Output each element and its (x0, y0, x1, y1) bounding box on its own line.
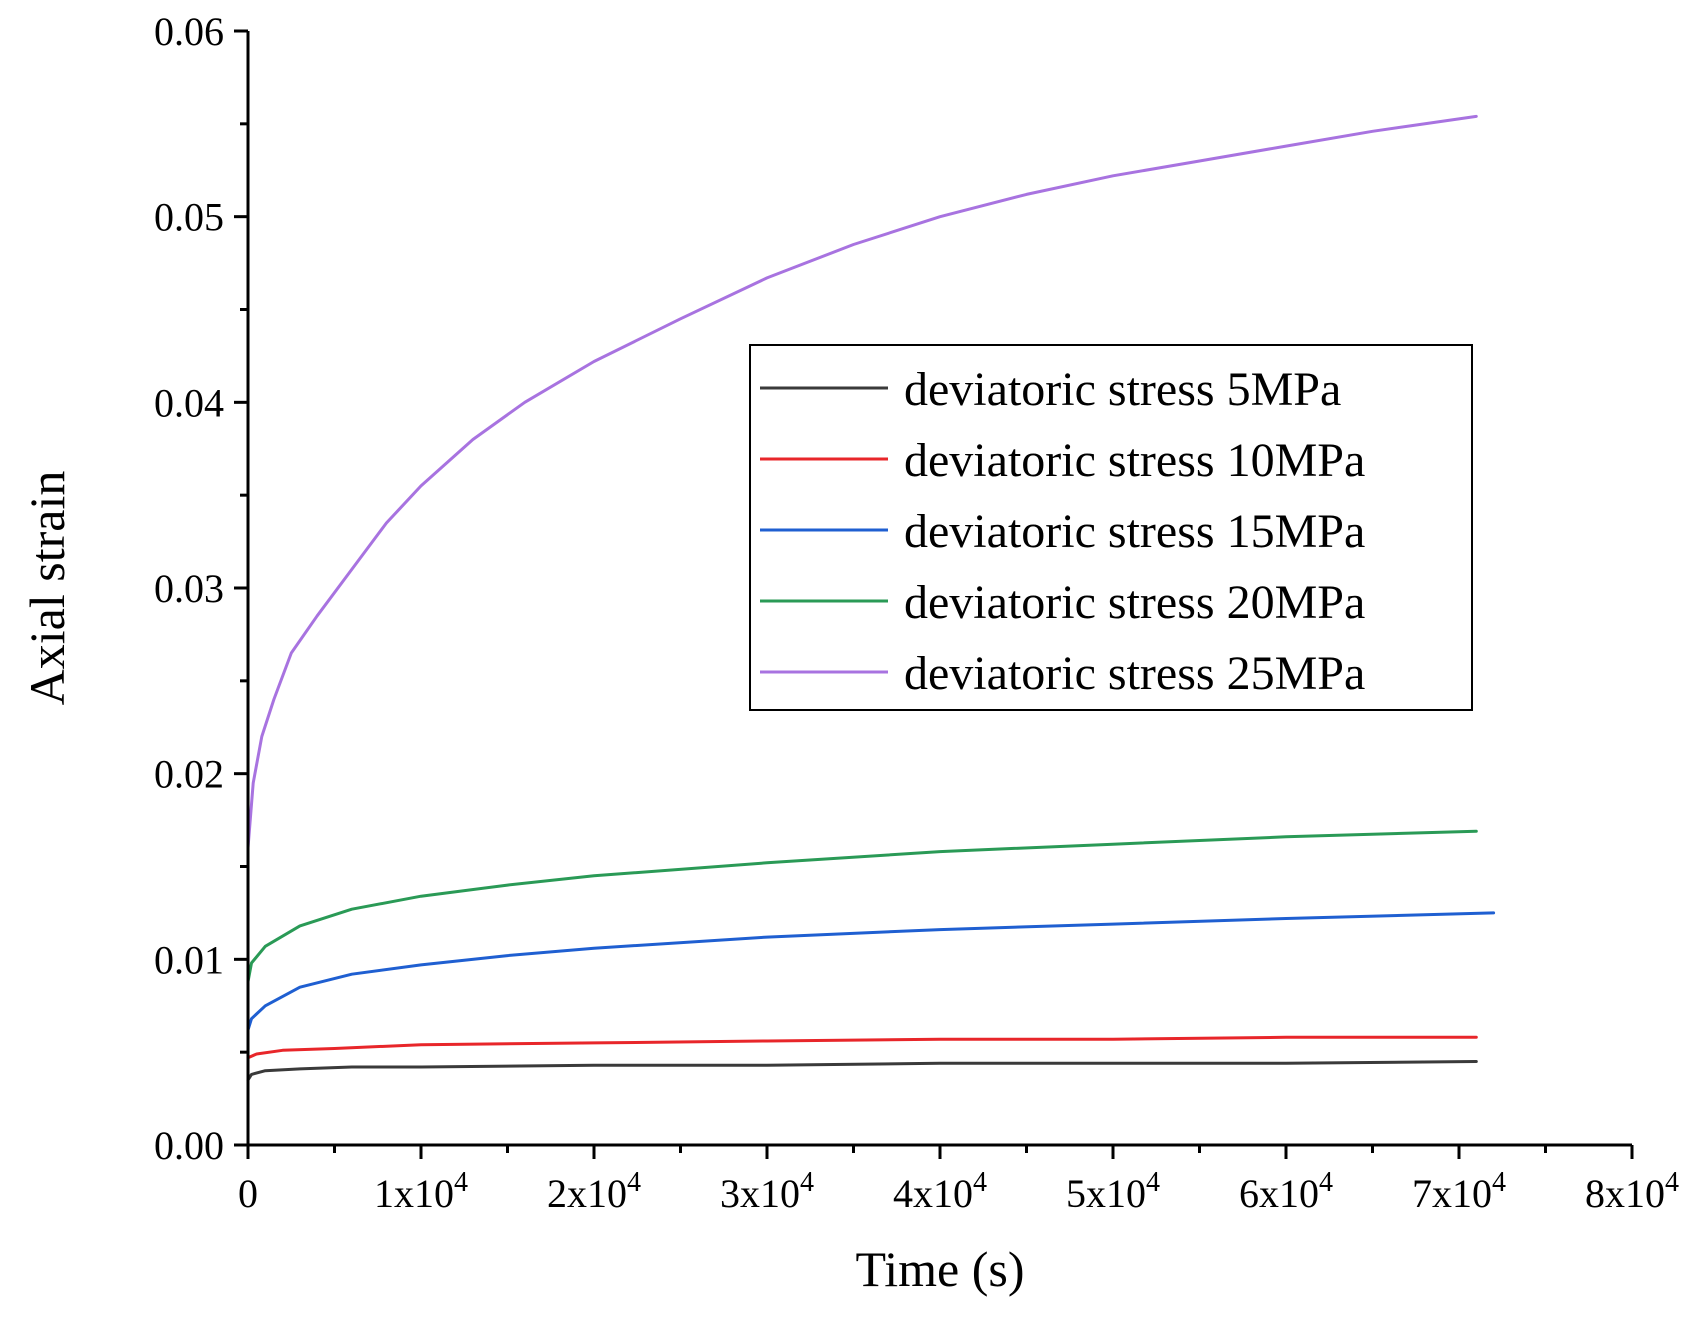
y-tick-label: 0.05 (154, 195, 224, 240)
y-tick-label: 0.03 (154, 566, 224, 611)
axes-layer: 0.00 0.01 0.02 0.03 0.04 0.05 0.06 0 1x104 2x104 3… (19, 9, 1679, 1297)
legend-label-2: deviatoric stress 10MPa (904, 434, 1365, 487)
series-line-1 (246, 1060, 1478, 1082)
y-tick-label: 0.06 (154, 9, 224, 54)
y-tick-label: 0.01 (154, 937, 224, 982)
x-tick-label: 0 (238, 1171, 258, 1216)
series-line-2 (246, 1035, 1478, 1060)
y-tick-label: 0.00 (154, 1123, 224, 1168)
x-tick-label: 4x104 (893, 1167, 987, 1216)
y-tick-label: 0.04 (154, 380, 224, 425)
series-line-3 (246, 911, 1496, 1032)
x-tick-label: 8x104 (1585, 1167, 1679, 1216)
legend-frame (749, 344, 1473, 711)
x-tick-label: 3x104 (720, 1167, 814, 1216)
legend-label-3: deviatoric stress 15MPa (904, 505, 1365, 558)
x-axis-title: Time (s) (855, 1241, 1024, 1297)
x-tick-label: 5x104 (1066, 1167, 1160, 1216)
series-line-4 (246, 829, 1478, 984)
series-line-5 (246, 114, 1478, 850)
x-tick-label: 2x104 (547, 1167, 641, 1216)
y-axis-title: Axial strain (19, 471, 75, 706)
x-tick-label: 6x104 (1239, 1167, 1333, 1216)
legend-label-1: deviatoric stress 5MPa (904, 363, 1341, 416)
legend: deviatoric stress 5MPa deviatoric stress … (749, 344, 1473, 711)
x-tick-label: 7x104 (1412, 1167, 1506, 1216)
series-layer (246, 114, 1496, 1082)
legend-label-4: deviatoric stress 20MPa (904, 576, 1365, 629)
x-tick-label: 1x104 (374, 1167, 468, 1216)
legend-label-5: deviatoric stress 25MPa (904, 647, 1365, 700)
y-tick-label: 0.02 (154, 752, 224, 797)
